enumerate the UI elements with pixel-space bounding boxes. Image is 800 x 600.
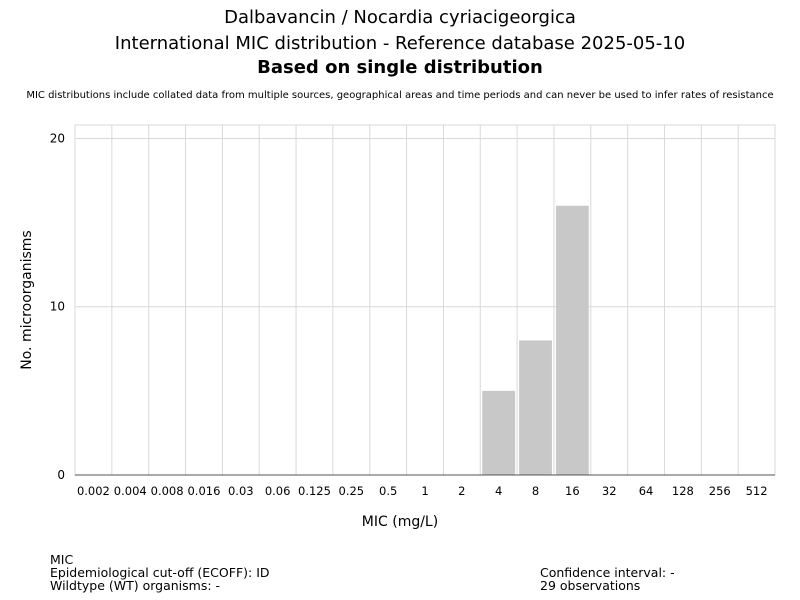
x-tick-label: 0.004	[114, 484, 147, 498]
y-tick-label: 10	[50, 300, 65, 314]
x-tick-label: 0.5	[379, 484, 397, 498]
x-tick-label: 0.06	[265, 484, 291, 498]
x-axis-label: MIC (mg/L)	[362, 514, 438, 530]
x-tick-label: 256	[709, 484, 731, 498]
footer-ecoff: Epidemiological cut-off (ECOFF): ID	[50, 565, 270, 580]
plot-frame	[74, 124, 776, 476]
y-axis-label: No. microorganisms	[19, 230, 35, 369]
bar-8	[519, 340, 552, 475]
x-tick-label: 0.002	[77, 484, 110, 498]
x-tick-label: 128	[672, 484, 694, 498]
x-tick-label: 16	[565, 484, 580, 498]
bar-16	[555, 205, 589, 475]
bar-4	[482, 390, 516, 475]
chart-subtitle-bold: Based on single distribution	[257, 57, 543, 78]
x-tick-label: 2	[458, 484, 465, 498]
x-tick-label: 8	[532, 484, 539, 498]
footer-ci: Confidence interval: -	[540, 565, 675, 580]
footer-left: MIC Epidemiological cut-off (ECOFF): ID …	[50, 553, 270, 592]
chart-subtitle: International MIC distribution - Referen…	[114, 33, 686, 54]
chart-title: Dalbavancin / Nocardia cyriacigeorgica	[224, 7, 576, 28]
x-tick-label: 0.03	[228, 484, 254, 498]
x-tick-label: 512	[746, 484, 768, 498]
footer-right: Confidence interval: - 29 observations	[540, 566, 675, 592]
x-tick-label: 4	[495, 484, 502, 498]
y-tick-label: 0	[57, 468, 65, 482]
x-tick-label: 0.125	[298, 484, 331, 498]
x-tick-label: 64	[639, 484, 654, 498]
x-tick-label: 0.008	[151, 484, 184, 498]
x-tick-label: 1	[421, 484, 428, 498]
footer-observations: 29 observations	[540, 578, 641, 593]
footer-mic: MIC	[50, 552, 74, 567]
x-tick-label: 0.016	[187, 484, 220, 498]
x-tick-label: 0.25	[339, 484, 365, 498]
footer-wt: Wildtype (WT) organisms: -	[50, 578, 221, 593]
x-tick-label: 32	[602, 484, 617, 498]
y-tick-label: 20	[50, 131, 65, 145]
chart-note: MIC distributions include collated data …	[26, 90, 774, 101]
